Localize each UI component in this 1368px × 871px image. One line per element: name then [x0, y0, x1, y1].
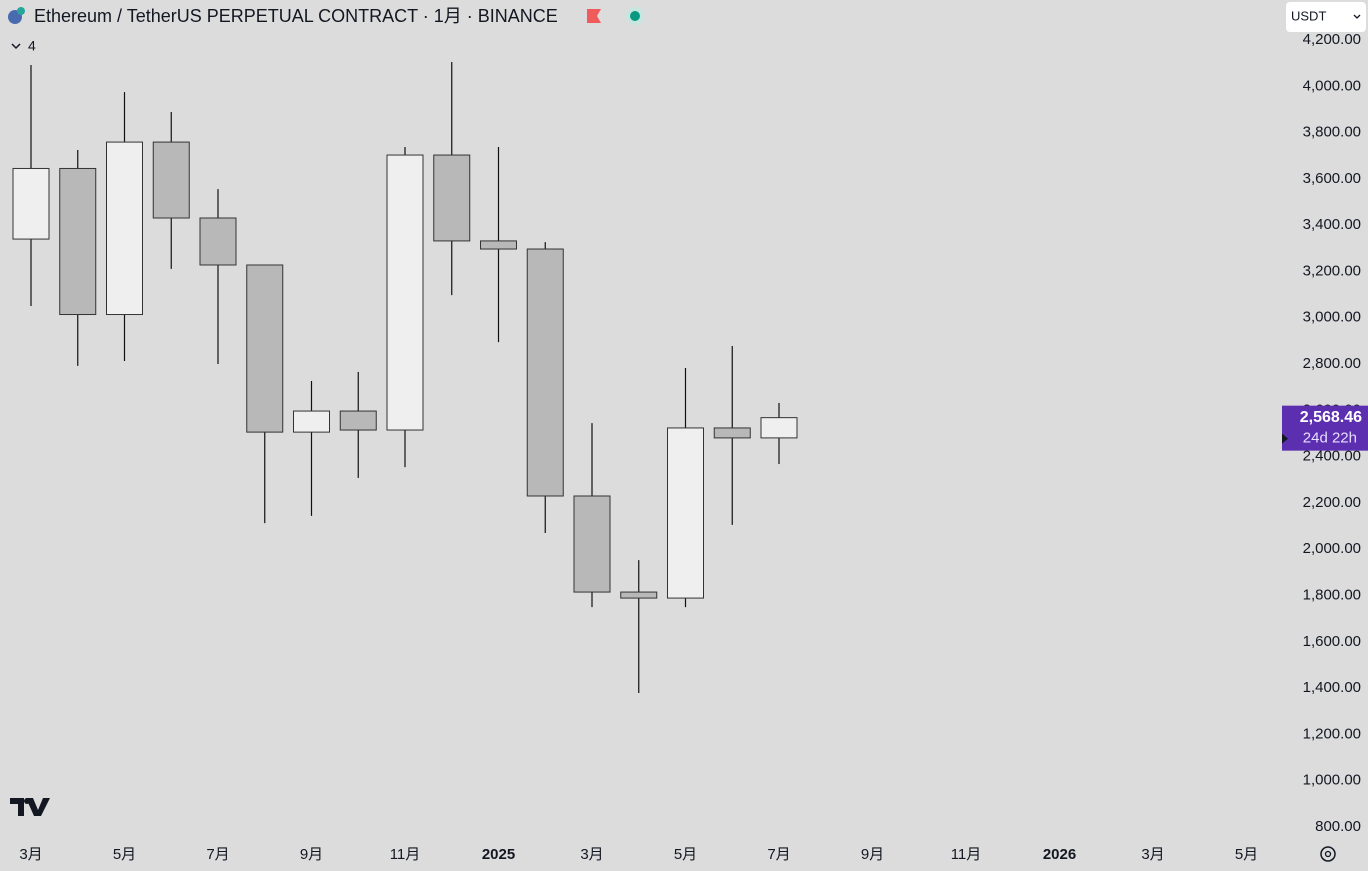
last-price-arrow: [1282, 433, 1288, 444]
candle-body: [760, 417, 798, 439]
candle-body: [713, 427, 751, 439]
candle-body: [59, 167, 97, 316]
candle-body: [106, 141, 143, 316]
x-tick-label: 5月: [1235, 846, 1258, 863]
settings-icon-center: [1324, 850, 1332, 858]
candle-body: [573, 495, 611, 593]
x-tick-label: 3月: [580, 846, 603, 863]
candle-body: [480, 240, 517, 250]
y-tick-label: 1,800.00: [1303, 586, 1361, 603]
countdown-label: 24d 22h: [1303, 430, 1357, 447]
x-tick-label: 7月: [206, 846, 229, 863]
tv-logo[interactable]: [10, 798, 50, 816]
candle-body: [386, 154, 424, 431]
candle-body: [199, 217, 237, 266]
x-tick-label: 2025: [482, 846, 515, 863]
y-tick-label: 1,400.00: [1303, 679, 1361, 696]
candle-body: [152, 141, 190, 219]
x-tick-label: 9月: [300, 846, 323, 863]
currency-chevron: [1353, 14, 1361, 19]
y-tick-label: 2,400.00: [1303, 448, 1361, 465]
y-tick-label: 3,600.00: [1303, 170, 1361, 187]
status-dot: [630, 11, 640, 21]
candle-body: [433, 154, 471, 242]
exchange-icon: [17, 7, 25, 15]
candle-body: [667, 427, 704, 599]
last-price-tag: [1282, 405, 1368, 451]
x-tick-label: 2026: [1043, 846, 1076, 863]
x-tick-label: 7月: [767, 846, 790, 863]
y-tick-label: 1,000.00: [1303, 772, 1361, 789]
settings-icon[interactable]: [1320, 846, 1336, 862]
y-tick-label: 2,000.00: [1303, 540, 1361, 557]
collapse-icon[interactable]: [11, 43, 21, 50]
candle-body: [246, 264, 284, 433]
currency-label[interactable]: USDT: [1291, 8, 1326, 23]
y-tick-label: 800.00: [1315, 818, 1361, 835]
y-tick-label: 1,200.00: [1303, 725, 1361, 742]
last-price-label: 2,568.46: [1300, 409, 1362, 426]
y-tick-label: 3,800.00: [1303, 124, 1361, 141]
candle-body: [12, 167, 50, 240]
indicator-count[interactable]: 4: [28, 38, 36, 54]
y-tick-label: 3,400.00: [1303, 216, 1361, 233]
candle-body: [620, 591, 658, 599]
x-tick-label: 9月: [861, 846, 884, 863]
y-tick-label: 4,000.00: [1303, 77, 1361, 94]
tv-logo-dot: [24, 798, 30, 804]
plot-area: 800.00 1,000.00 1,200.00 1,400.00 1,600.00 1,…: [12, 31, 1368, 863]
x-tick-label: 11月: [951, 846, 982, 863]
candle-body: [293, 410, 330, 433]
candle-body: [339, 410, 377, 431]
y-tick-label: 3,200.00: [1303, 262, 1361, 279]
y-tick-label: 2,800.00: [1303, 355, 1361, 372]
x-tick-label: 3月: [1141, 846, 1164, 863]
y-tick-label: 1,600.00: [1303, 633, 1361, 650]
x-tick-label: 3月: [19, 846, 42, 863]
y-tick-label: 4,200.00: [1303, 31, 1361, 48]
candle-body: [526, 248, 564, 497]
x-tick-label: 5月: [674, 846, 697, 863]
y-tick-label: 3,000.00: [1303, 309, 1361, 326]
y-tick-label: 2,200.00: [1303, 494, 1361, 511]
currency-select[interactable]: [1286, 2, 1366, 32]
x-tick-label: 5月: [113, 846, 136, 863]
x-tick-label: 11月: [390, 846, 421, 863]
chart-title[interactable]: Ethereum / TetherUS PERPETUAL CONTRACT ·…: [34, 6, 558, 26]
flag-icon[interactable]: [587, 9, 601, 23]
